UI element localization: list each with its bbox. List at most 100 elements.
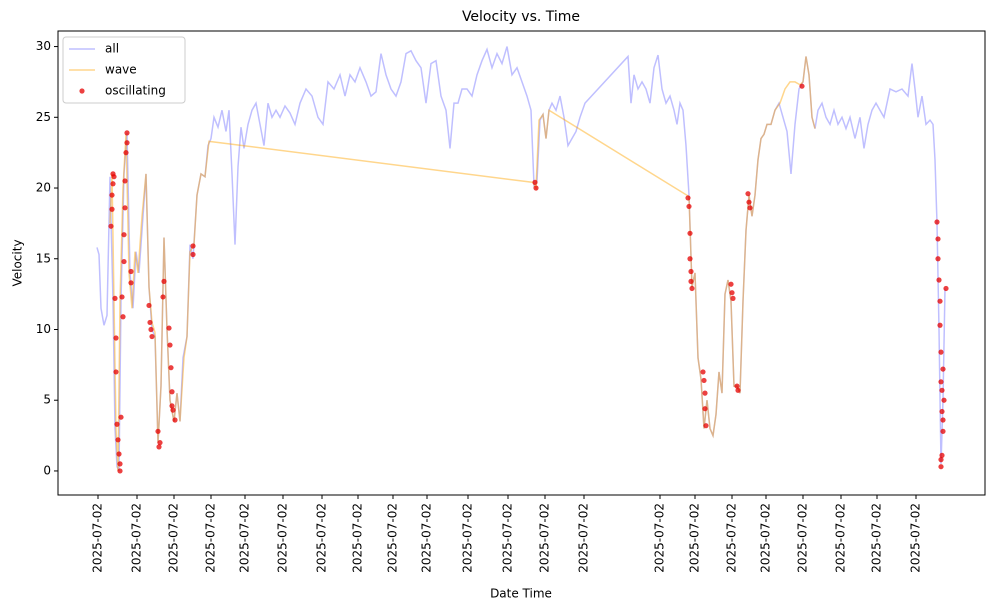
scatter-point — [190, 251, 196, 258]
scatter-point — [121, 232, 127, 238]
scatter-point — [161, 278, 167, 284]
scatter-point — [940, 428, 946, 434]
scatter-point — [938, 349, 944, 355]
scatter-point — [108, 223, 114, 229]
scatter-point — [157, 440, 163, 446]
y-tick-label: 15 — [36, 251, 51, 265]
legend-label: oscillating — [105, 84, 166, 98]
scatter-point — [747, 205, 753, 211]
scatter-point — [115, 437, 121, 443]
scatter-point — [124, 140, 130, 146]
scatter-point — [941, 397, 947, 403]
y-tick-label: 0 — [43, 463, 51, 477]
scatter-point — [148, 326, 154, 333]
scatter-point — [687, 256, 693, 262]
scatter-point — [120, 314, 126, 320]
scatter-point — [118, 414, 124, 420]
scatter-point — [939, 408, 945, 415]
x-tick-label: 2025-07-02 — [204, 503, 218, 573]
scatter-point — [116, 451, 122, 457]
scatter-point — [112, 295, 118, 301]
scatter-point — [117, 461, 123, 467]
scatter-point — [729, 290, 735, 296]
scatter-point — [689, 285, 695, 292]
x-tick-label: 2025-07-02 — [725, 503, 739, 573]
scatter-point — [533, 185, 539, 191]
scatter-point — [122, 205, 128, 211]
x-tick-label: 2025-07-02 — [501, 503, 515, 573]
scatter-point — [936, 277, 942, 283]
scatter-point — [160, 294, 166, 300]
scatter-point — [113, 335, 119, 341]
scatter-point — [532, 179, 538, 185]
scatter-point — [149, 333, 155, 340]
scatter-point — [688, 278, 694, 284]
scatter-point — [146, 302, 152, 309]
x-tick-label: 2025-07-02 — [796, 503, 810, 573]
scatter-point — [156, 444, 162, 450]
scatter-point — [701, 377, 707, 384]
scatter-point — [940, 417, 946, 423]
legend-label: wave — [105, 63, 137, 77]
scatter-point — [111, 174, 117, 180]
x-tick-label: 2025-07-02 — [653, 503, 667, 573]
scatter-point — [172, 417, 178, 423]
x-tick-label: 2025-07-02 — [315, 503, 329, 573]
x-tick-label: 2025-07-02 — [386, 503, 400, 573]
scatter-point — [943, 285, 949, 292]
chart-title: Velocity vs. Time — [462, 9, 580, 25]
x-tick-label: 2025-07-02 — [870, 503, 884, 573]
scatter-point — [168, 365, 174, 371]
scatter-point — [937, 322, 943, 328]
scatter-point — [938, 464, 944, 470]
y-tick-label: 10 — [36, 322, 51, 336]
x-tick-label: 2025-07-02 — [351, 503, 365, 573]
x-tick-label: 2025-07-02 — [461, 503, 475, 573]
scatter-point — [113, 369, 119, 375]
scatter-point — [746, 199, 752, 205]
legend-label: all — [105, 42, 119, 56]
scatter-point — [167, 342, 173, 348]
scatter-point — [735, 387, 741, 393]
scatter-point — [121, 258, 127, 265]
scatter-point — [155, 428, 161, 434]
x-tick-label: 2025-07-02 — [834, 503, 848, 573]
scatter-point — [728, 281, 734, 287]
scatter-point — [109, 192, 115, 198]
x-tick-label: 2025-07-02 — [759, 503, 773, 573]
scatter-point — [190, 243, 196, 249]
scatter-point — [702, 406, 708, 412]
x-tick-label: 2025-07-02 — [276, 503, 290, 573]
y-axis-label: Velocity — [11, 239, 25, 286]
scatter-point — [685, 195, 691, 201]
scatter-point — [123, 150, 129, 156]
scatter-point — [938, 379, 944, 385]
scatter-point — [937, 298, 943, 304]
scatter-point — [114, 421, 120, 427]
scatter-point — [703, 423, 709, 429]
scatter-point — [730, 295, 736, 301]
x-tick-label: 2025-07-02 — [909, 503, 923, 573]
line-series — [109, 56, 816, 471]
plot-frame — [57, 30, 986, 496]
scatter-point — [687, 230, 693, 236]
x-tick-label: 2025-07-02 — [167, 503, 181, 573]
scatter-point — [940, 366, 946, 372]
scatter-point — [119, 294, 125, 300]
scatter-point — [169, 403, 175, 409]
scatter-point — [122, 178, 128, 184]
scatter-point — [688, 268, 694, 275]
scatter-point — [124, 130, 130, 136]
scatter-point — [109, 206, 115, 212]
scatter-point — [939, 452, 945, 458]
scatter-point — [686, 203, 692, 210]
scatter-point — [110, 181, 116, 187]
scatter-point — [147, 319, 153, 326]
x-tick-label: 2025-07-02 — [91, 503, 105, 573]
scatter-point — [734, 383, 740, 389]
legend-box — [62, 36, 186, 104]
x-tick-label: 2025-07-02 — [420, 503, 434, 573]
y-tick-label: 20 — [36, 181, 51, 195]
scatter-point — [702, 390, 708, 396]
